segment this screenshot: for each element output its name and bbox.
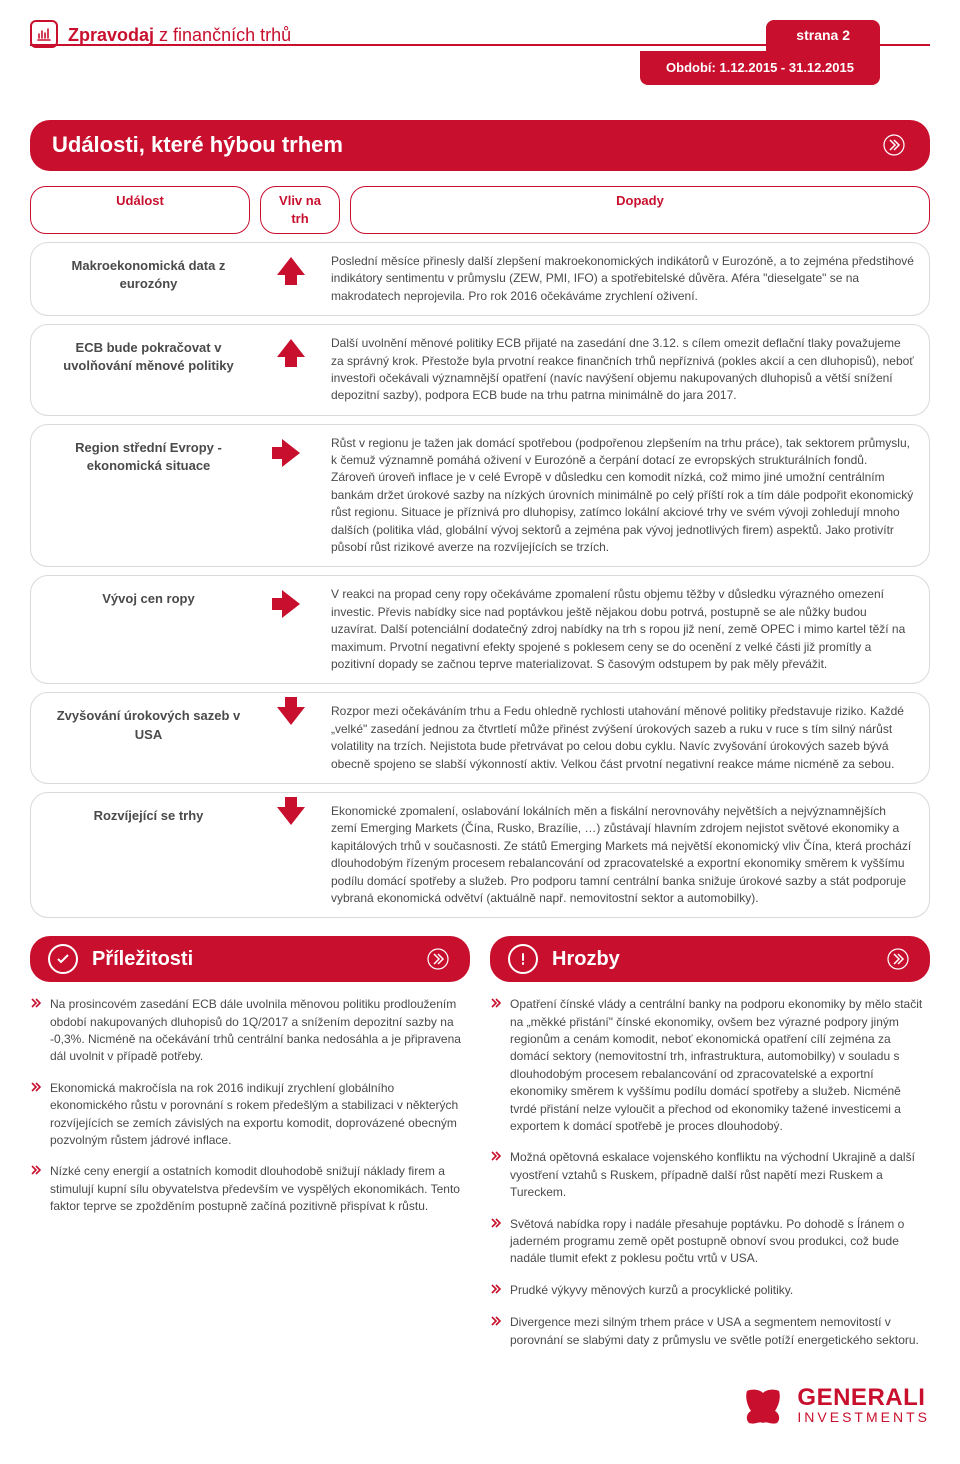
generali-lion-icon — [741, 1383, 785, 1427]
table-header: Událost Vliv na trh Dopady — [30, 186, 930, 234]
check-icon — [48, 944, 78, 974]
chevrons-icon — [424, 945, 452, 973]
section-title: Události, které hýbou trhem — [30, 120, 930, 171]
logo-sub: INVESTMENTS — [797, 1410, 930, 1424]
chevron-icon — [490, 1216, 502, 1268]
arrow-up-icon — [277, 339, 305, 357]
threats-column: Hrozby Opatření čínské vlády a centrální… — [490, 936, 930, 1363]
arrow-right-icon — [282, 590, 300, 618]
chevrons-icon — [884, 945, 912, 973]
bullet-item: Ekonomická makročísla na rok 2016 indiku… — [30, 1080, 470, 1150]
arrow-down-icon — [277, 807, 305, 825]
effect-text: Rozpor mezi očekáváním trhu a Fedu ohled… — [331, 703, 914, 773]
event-row: Rozvíjející se trhy Ekonomické zpomalení,… — [30, 792, 930, 918]
effect-text: V reakci na propad ceny ropy očekáváme z… — [331, 586, 914, 673]
impact-arrow — [261, 803, 321, 825]
chevrons-icon — [880, 131, 908, 159]
event-name: ECB bude pokračovat v uvolňování měnové … — [46, 335, 251, 375]
section-title-text: Události, které hýbou trhem — [52, 130, 343, 161]
header-tabs: strana 2 Období: 1.12.2015 - 31.12.2015 — [640, 20, 880, 85]
opportunities-column: Příležitosti Na prosincovém zasedání ECB… — [30, 936, 470, 1363]
logo-name: GENERALI — [797, 1386, 930, 1410]
threats-header: Hrozby — [490, 936, 930, 982]
chart-icon — [30, 20, 58, 48]
event-name: Makroekonomická data z eurozóny — [46, 253, 251, 293]
impact-arrow — [261, 703, 321, 725]
chevron-icon — [490, 1149, 502, 1201]
header-title: Zpravodaj z finančních trhů — [68, 20, 630, 48]
col-effect: Dopady — [350, 186, 930, 234]
event-name: Rozvíjející se trhy — [46, 803, 251, 825]
rows-container: Makroekonomická data z eurozóny Poslední … — [0, 242, 960, 918]
impact-arrow — [261, 435, 321, 467]
bullet-item: Opatření čínské vlády a centrální banky … — [490, 996, 930, 1135]
bullet-text: Možná opětovná eskalace vojenského konfl… — [510, 1149, 930, 1201]
logo-text: GENERALI INVESTMENTS — [797, 1386, 930, 1424]
event-row: Vývoj cen ropy V reakci na propad ceny ro… — [30, 575, 930, 684]
event-row: ECB bude pokračovat v uvolňování měnové … — [30, 324, 930, 416]
impact-arrow — [261, 586, 321, 618]
chevron-icon — [30, 1080, 42, 1150]
period-tab: Období: 1.12.2015 - 31.12.2015 — [640, 51, 880, 85]
bullet-text: Nízké ceny energií a ostatních komodit d… — [50, 1163, 470, 1215]
event-row: Makroekonomická data z eurozóny Poslední … — [30, 242, 930, 316]
event-name: Region střední Evropy - ekonomická situa… — [46, 435, 251, 475]
impact-arrow — [261, 253, 321, 275]
event-name: Vývoj cen ropy — [46, 586, 251, 608]
arrow-right-icon — [282, 439, 300, 467]
opportunities-list: Na prosincovém zasedání ECB dále uvolnil… — [30, 996, 470, 1215]
bullet-item: Nízké ceny energií a ostatních komodit d… — [30, 1163, 470, 1215]
chevron-icon — [490, 1314, 502, 1349]
opportunities-threats: Příležitosti Na prosincovém zasedání ECB… — [30, 936, 930, 1363]
bullet-item: Možná opětovná eskalace vojenského konfl… — [490, 1149, 930, 1201]
page-header: Zpravodaj z finančních trhů strana 2 Obd… — [0, 0, 960, 95]
impact-arrow — [261, 335, 321, 357]
bullet-item: Divergence mezi silným trhem práce v USA… — [490, 1314, 930, 1349]
chevron-icon — [490, 1282, 502, 1300]
event-row: Region střední Evropy - ekonomická situa… — [30, 424, 930, 568]
bullet-text: Divergence mezi silným trhem práce v USA… — [510, 1314, 930, 1349]
chevron-icon — [30, 996, 42, 1066]
event-row: Zvyšování úrokových sazeb v USA Rozpor me… — [30, 692, 930, 784]
bullet-item: Světová nabídka ropy i nadále přesahuje … — [490, 1216, 930, 1268]
arrow-up-icon — [277, 257, 305, 275]
threats-list: Opatření čínské vlády a centrální banky … — [490, 996, 930, 1349]
bullet-item: Na prosincovém zasedání ECB dále uvolnil… — [30, 996, 470, 1066]
bullet-text: Opatření čínské vlády a centrální banky … — [510, 996, 930, 1135]
effect-text: Další uvolnění měnové politiky ECB přija… — [331, 335, 914, 405]
warning-icon — [508, 944, 538, 974]
effect-text: Poslední měsíce přinesly další zlepšení … — [331, 253, 914, 305]
chevron-icon — [490, 996, 502, 1135]
effect-text: Růst v regionu je tažen jak domácí spotř… — [331, 435, 914, 557]
bullet-text: Ekonomická makročísla na rok 2016 indiku… — [50, 1080, 470, 1150]
bullet-text: Světová nabídka ropy i nadále přesahuje … — [510, 1216, 930, 1268]
footer-logo: GENERALI INVESTMENTS — [0, 1363, 960, 1452]
chevron-icon — [30, 1163, 42, 1215]
opportunities-title: Příležitosti — [92, 945, 410, 973]
bullet-item: Prudké výkyvy měnových kurzů a procyklic… — [490, 1282, 930, 1300]
page-number-tab: strana 2 — [766, 20, 880, 52]
arrow-down-icon — [277, 707, 305, 725]
col-event: Událost — [30, 186, 250, 234]
bullet-text: Prudké výkyvy měnových kurzů a procyklic… — [510, 1282, 793, 1300]
opportunities-header: Příležitosti — [30, 936, 470, 982]
event-name: Zvyšování úrokových sazeb v USA — [46, 703, 251, 743]
col-impact: Vliv na trh — [260, 186, 340, 234]
bullet-text: Na prosincovém zasedání ECB dále uvolnil… — [50, 996, 470, 1066]
threats-title: Hrozby — [552, 945, 870, 973]
effect-text: Ekonomické zpomalení, oslabování lokální… — [331, 803, 914, 907]
